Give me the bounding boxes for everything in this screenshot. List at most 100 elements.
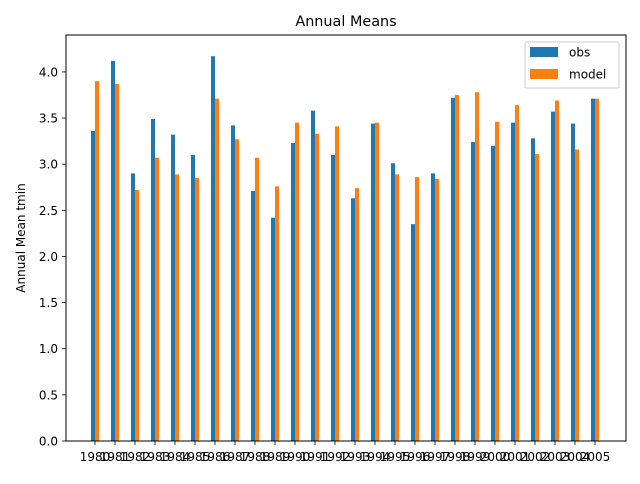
bar-obs-2003 [551, 111, 555, 441]
y-axis-label: Annual Mean tmin [14, 183, 28, 292]
bar-obs-1983 [151, 118, 155, 441]
y-tick-label: 3.0 [39, 158, 58, 172]
x-tick-label-1986: 1986 [200, 450, 231, 464]
bar-obs-1989 [271, 217, 275, 441]
bar-obs-1984 [171, 134, 175, 441]
bar-obs-1988 [251, 190, 255, 441]
bar-model-1995 [395, 174, 399, 441]
x-tick-label-1995: 1995 [380, 450, 411, 464]
bar-obs-1992 [331, 154, 335, 442]
bar-obs-2004 [571, 123, 575, 441]
x-tick-label-1988: 1988 [240, 450, 271, 464]
x-tick-label-2001: 2001 [500, 450, 531, 464]
x-tick-label-2004: 2004 [560, 450, 591, 464]
x-tick-label-1983: 1983 [140, 450, 171, 464]
bar-obs-2005 [591, 98, 595, 441]
bar-model-1993 [355, 188, 359, 441]
x-tick-label-1981: 1981 [100, 450, 131, 464]
bar-model-2005 [595, 98, 599, 441]
legend: obs model [524, 41, 620, 89]
bar-obs-1987 [231, 125, 235, 441]
y-tick-label: 2.0 [39, 250, 58, 264]
y-tick-label: 0.5 [39, 388, 58, 402]
bar-model-2004 [575, 149, 579, 441]
y-tick-label: 1.0 [39, 342, 58, 356]
plot-area-frame [65, 34, 627, 442]
bar-model-1983 [155, 157, 159, 442]
x-tick-label-1996: 1996 [400, 450, 431, 464]
bar-model-1990 [295, 122, 299, 441]
bar-obs-1997 [431, 173, 435, 441]
bar-obs-1996 [411, 224, 415, 441]
bar-model-1989 [275, 186, 279, 441]
bar-obs-1990 [291, 142, 295, 441]
bar-obs-1986 [211, 56, 215, 442]
x-tick-label-1998: 1998 [440, 450, 471, 464]
x-tick-label-1982: 1982 [120, 450, 151, 464]
legend-label-model: model [569, 68, 606, 82]
bar-obs-1982 [131, 173, 135, 441]
bar-obs-2000 [491, 145, 495, 441]
bar-obs-1985 [191, 154, 195, 442]
x-tick-label-1992: 1992 [320, 450, 351, 464]
bar-model-1985 [195, 178, 199, 442]
bar-model-1998 [455, 94, 459, 442]
x-tick-label-1999: 1999 [460, 450, 491, 464]
bar-obs-2002 [531, 138, 535, 441]
bar-obs-1991 [311, 110, 315, 441]
bar-model-1992 [335, 126, 339, 441]
x-tick-label-1985: 1985 [180, 450, 211, 464]
bar-model-2001 [515, 105, 519, 442]
y-tick-label: 3.5 [39, 112, 58, 126]
y-tick-label: 1.5 [39, 296, 58, 310]
bar-model-1982 [135, 190, 139, 441]
x-tick-label-2005: 2005 [580, 450, 611, 464]
bar-obs-1998 [451, 97, 455, 441]
chart-title: Annual Means [295, 14, 396, 30]
y-tick-label: 2.5 [39, 204, 58, 218]
bar-obs-1980 [91, 130, 95, 442]
x-tick-label-1994: 1994 [360, 450, 391, 464]
bar-model-1996 [415, 177, 419, 441]
bar-model-2000 [495, 121, 499, 442]
x-tick-label-1991: 1991 [300, 450, 331, 464]
bar-model-1994 [375, 122, 379, 441]
bar-model-1988 [255, 157, 259, 442]
y-tick-label: 4.0 [39, 65, 58, 79]
x-tick-label-1980: 1980 [80, 450, 111, 464]
bar-model-2002 [535, 154, 539, 442]
bars-layer [91, 56, 599, 442]
legend-swatch-model [530, 69, 558, 79]
legend-label-obs: obs [569, 46, 590, 60]
x-tick-label-1993: 1993 [340, 450, 371, 464]
x-tick-label-2002: 2002 [520, 450, 551, 464]
x-tick-label-1989: 1989 [260, 450, 291, 464]
bar-model-2003 [555, 100, 559, 441]
legend-swatch-obs [530, 47, 558, 57]
bar-model-1984 [175, 174, 179, 441]
bar-model-1986 [215, 98, 219, 441]
x-tick-label-1987: 1987 [220, 450, 251, 464]
bar-model-1997 [435, 178, 439, 442]
x-axis-ticks: 1980198119821983198419851986198719881989… [80, 441, 611, 464]
bar-obs-1981 [111, 60, 115, 441]
bar-model-1987 [235, 139, 239, 441]
x-tick-label-1990: 1990 [280, 450, 311, 464]
bar-obs-1995 [391, 163, 395, 441]
bar-obs-2001 [511, 122, 515, 441]
x-tick-label-2000: 2000 [480, 450, 511, 464]
y-axis-ticks: 0.0 0.5 1.0 1.5 2.0 2.5 3.0 3.5 4.0 [39, 65, 66, 449]
bar-model-1980 [95, 81, 99, 442]
bar-model-1999 [475, 92, 479, 441]
x-tick-label-2003: 2003 [540, 450, 571, 464]
bar-obs-1994 [371, 123, 375, 441]
bar-obs-1999 [471, 142, 475, 441]
bar-obs-1993 [351, 198, 355, 441]
y-tick-label: 0.0 [39, 435, 58, 449]
bar-model-1981 [115, 83, 119, 442]
x-tick-label-1997: 1997 [420, 450, 451, 464]
x-tick-label-1984: 1984 [160, 450, 191, 464]
bar-model-1991 [315, 133, 319, 441]
